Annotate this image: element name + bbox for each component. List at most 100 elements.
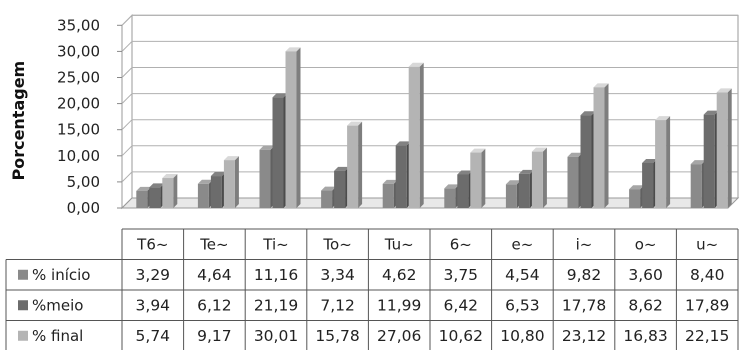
bar-front xyxy=(285,51,297,208)
bar-front xyxy=(347,125,359,208)
bar-top xyxy=(408,62,424,67)
bar xyxy=(518,169,534,208)
bar xyxy=(321,186,337,208)
data-label: 10,80 xyxy=(500,327,544,345)
bar-front xyxy=(149,187,161,208)
bar-top xyxy=(580,111,596,116)
data-table: T6~ Te~ Ti~ To~ Tu~ 6~ e~ i~ o~ u~ % início 3,29 4,6… xyxy=(5,228,739,350)
data-label: 4,62 xyxy=(382,266,417,284)
bar-top xyxy=(642,159,658,164)
bar-front xyxy=(629,189,641,208)
data-label: 6,42 xyxy=(444,296,479,314)
bar xyxy=(531,147,547,208)
bar-front xyxy=(197,183,209,208)
gridline xyxy=(121,119,738,131)
data-label: 3,34 xyxy=(320,266,355,284)
data-label: 22,15 xyxy=(685,327,729,345)
bar-side xyxy=(173,174,178,208)
y-tick-label: 5,00 xyxy=(67,173,100,191)
bar-top xyxy=(272,93,288,98)
bar-top xyxy=(321,186,337,191)
data-label: 17,78 xyxy=(562,296,606,314)
data-label: 23,12 xyxy=(562,327,606,345)
bar-front xyxy=(642,163,654,208)
data-label: 21,19 xyxy=(254,296,298,314)
bar-side xyxy=(727,88,732,208)
bar-front xyxy=(382,183,394,208)
bar xyxy=(567,152,583,208)
bar-top xyxy=(223,156,239,161)
data-label: 3,60 xyxy=(628,266,663,284)
data-label: 27,06 xyxy=(377,327,421,345)
bar-front xyxy=(272,97,284,208)
bar-side xyxy=(234,156,239,208)
bar-top xyxy=(629,185,645,190)
bar-top xyxy=(531,147,547,152)
category-label: 6~ xyxy=(450,235,472,253)
bar-top xyxy=(210,172,226,177)
legend-key xyxy=(18,269,28,280)
bar xyxy=(444,184,460,208)
bar-front xyxy=(210,176,222,208)
bar-side xyxy=(666,116,671,208)
gridline xyxy=(121,14,738,26)
data-label: 5,74 xyxy=(136,327,171,345)
bar-side xyxy=(358,121,363,208)
bar xyxy=(136,186,152,208)
bar xyxy=(272,93,288,208)
bar-side xyxy=(296,47,301,208)
bar xyxy=(408,62,424,209)
data-label: 11,16 xyxy=(254,266,298,284)
category-label: u~ xyxy=(696,235,718,253)
category-label: i~ xyxy=(576,235,593,253)
side-wall xyxy=(121,14,133,210)
bar-side xyxy=(419,62,424,209)
bar-front xyxy=(457,174,469,208)
bar xyxy=(655,116,671,208)
series-name: % início xyxy=(32,266,90,284)
legend-key xyxy=(18,330,28,341)
bar-top xyxy=(470,148,486,153)
series-name: % final xyxy=(32,327,83,345)
bar-front xyxy=(162,178,174,208)
gridline xyxy=(121,67,738,78)
bar-top xyxy=(593,83,609,88)
bar-front xyxy=(470,152,482,208)
y-tick-label: 30,00 xyxy=(57,42,100,60)
data-label: 6,12 xyxy=(197,296,232,314)
bar xyxy=(470,148,486,208)
bar xyxy=(505,180,521,208)
bar-top xyxy=(259,145,275,150)
bar-front xyxy=(593,87,605,208)
bar-front xyxy=(334,170,346,208)
bar-top xyxy=(690,160,706,165)
gridlines xyxy=(121,14,738,183)
bar xyxy=(347,121,363,208)
y-tick-label: 20,00 xyxy=(57,95,100,113)
bar xyxy=(285,47,301,208)
bar xyxy=(690,160,706,208)
category-label: Te~ xyxy=(199,235,228,253)
legend-key xyxy=(18,300,28,311)
gridline xyxy=(121,40,738,52)
series-name: %meio xyxy=(32,296,83,314)
bar xyxy=(395,141,411,208)
data-label: 6,53 xyxy=(505,296,540,314)
bar-front xyxy=(444,188,456,208)
data-label: 9,17 xyxy=(197,327,232,345)
bars xyxy=(136,47,732,209)
bar-front xyxy=(655,120,667,208)
bar-top xyxy=(395,141,411,146)
category-label: Tu~ xyxy=(384,235,414,253)
bar xyxy=(197,179,213,208)
bar xyxy=(162,174,178,208)
bar-front xyxy=(223,160,235,208)
bar xyxy=(642,159,658,208)
bar xyxy=(149,183,165,208)
gridline xyxy=(121,145,738,157)
bar-front xyxy=(321,190,333,208)
data-label: 3,75 xyxy=(444,266,479,284)
bar-front xyxy=(408,66,420,209)
y-tick-label: 0,00 xyxy=(67,199,100,217)
bar-top xyxy=(347,121,363,126)
